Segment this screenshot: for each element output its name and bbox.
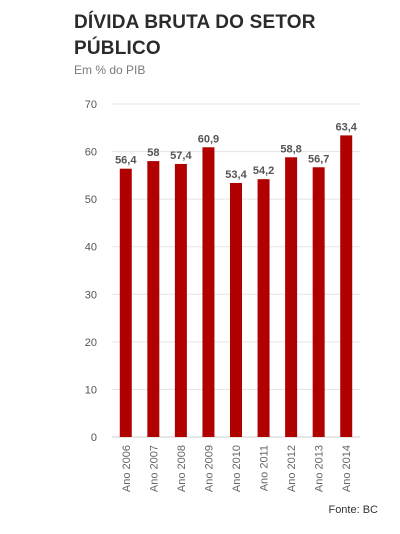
data-label: 56,7 — [308, 153, 329, 165]
y-tick-label: 70 — [85, 99, 97, 111]
source-note: Fonte: BC — [328, 504, 378, 516]
bar — [230, 182, 242, 437]
data-label: 54,2 — [253, 165, 274, 177]
bar — [202, 147, 215, 438]
data-label: 58,8 — [280, 143, 301, 155]
y-tick-label: 50 — [85, 194, 97, 206]
y-tick-label: 0 — [91, 432, 97, 444]
y-tick-label: 10 — [85, 384, 97, 396]
bar — [285, 157, 298, 437]
bar — [174, 163, 187, 437]
x-tick-label: Ano 2009 — [203, 445, 215, 492]
x-tick-label: Ano 2010 — [231, 445, 243, 492]
data-label: 56,4 — [115, 155, 137, 167]
x-tick-label: Ano 2012 — [286, 445, 298, 492]
x-tick-label: Ano 2014 — [341, 445, 353, 492]
bar — [257, 179, 270, 438]
x-tick-label: Ano 2008 — [176, 445, 188, 492]
data-label: 63,4 — [336, 121, 358, 133]
chart-subtitle: Em % do PIB — [74, 63, 146, 77]
bar — [147, 161, 160, 438]
x-tick-label: Ano 2011 — [259, 445, 271, 491]
data-label: 57,4 — [170, 150, 192, 162]
chart-title: DÍVIDA BRUTA DO SETOR PÚBLICO — [74, 12, 316, 59]
x-tick-label: Ano 2006 — [121, 445, 133, 492]
data-label: 60,9 — [198, 133, 219, 145]
y-tick-label: 30 — [85, 289, 97, 301]
data-label: 58 — [147, 147, 159, 159]
bar — [312, 167, 325, 437]
y-tick-label: 40 — [85, 242, 97, 254]
x-tick-label: Ano 2013 — [314, 445, 326, 492]
y-tick-label: 60 — [85, 147, 97, 159]
x-tick-label: Ano 2007 — [148, 445, 160, 492]
bar — [119, 168, 132, 437]
bar — [340, 135, 353, 437]
data-label: 53,4 — [225, 169, 247, 181]
y-tick-label: 20 — [85, 337, 97, 349]
